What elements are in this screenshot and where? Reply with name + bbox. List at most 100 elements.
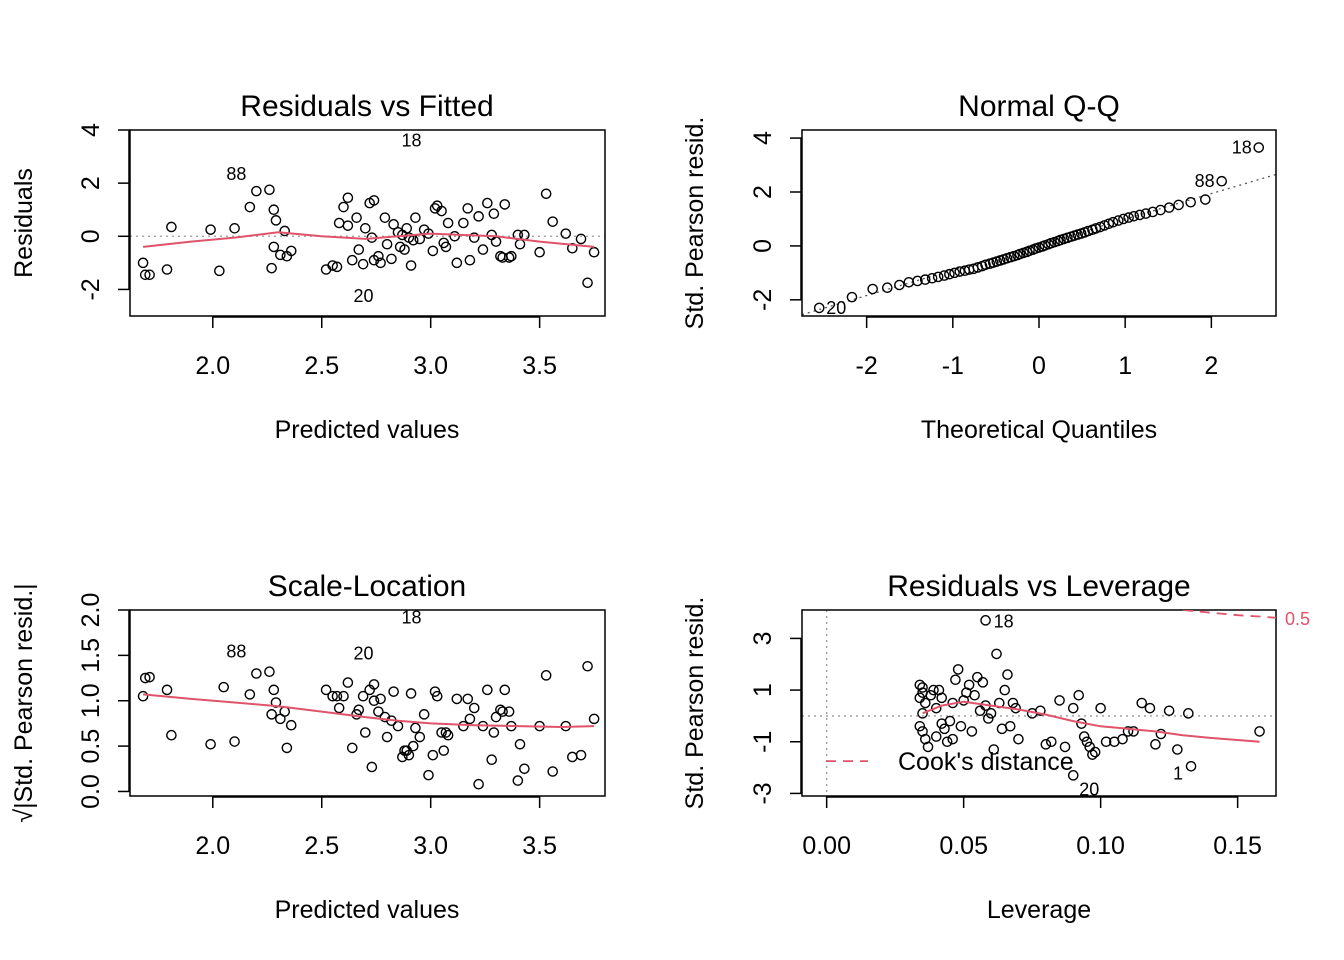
data-point <box>963 679 975 691</box>
data-point <box>410 722 421 734</box>
data-point <box>972 671 983 683</box>
data-point <box>930 702 942 714</box>
data-point <box>473 211 484 222</box>
data-point <box>922 741 934 753</box>
data-point <box>1163 705 1175 717</box>
data-point <box>464 254 476 266</box>
data-points <box>137 660 600 790</box>
data-point <box>397 751 408 763</box>
data-point <box>1140 208 1152 219</box>
x-tick-label: 2.0 <box>195 832 230 860</box>
outlier-label: 88 <box>226 642 246 662</box>
y-axis: 0.0 0.5 1.0 1.5 2.0 <box>77 593 130 809</box>
data-point <box>999 684 1011 696</box>
data-point <box>381 238 393 250</box>
data-point <box>144 671 155 683</box>
panel-residuals-vs-leverage: 0.00 0.05 0.10 0.15 -3 -1 1 3 Residuals vs Lever… <box>681 570 1310 924</box>
data-point <box>985 708 997 719</box>
data-point <box>1067 702 1079 714</box>
data-point <box>919 697 931 709</box>
data-point <box>388 219 399 230</box>
y-tick-label: 2 <box>77 176 105 190</box>
data-point <box>966 726 978 737</box>
data-point <box>464 713 476 725</box>
data-point <box>567 751 578 763</box>
data-point <box>139 672 151 684</box>
data-point <box>331 261 343 273</box>
x-axis-label: Theoretical Quantiles <box>921 416 1157 444</box>
data-point <box>360 223 371 234</box>
data-point <box>368 195 380 206</box>
data-point <box>514 238 526 250</box>
data-point <box>932 271 944 283</box>
data-point <box>488 727 500 738</box>
data-point <box>1155 728 1167 740</box>
data-point <box>919 274 931 285</box>
panel-residuals-vs-fitted: 2.0 2.5 3.0 3.5 -2 0 2 4 Residuals vs Fitted Pred… <box>10 90 606 444</box>
plot-frame <box>801 129 1277 317</box>
data-point <box>1081 736 1093 748</box>
data-point <box>449 230 460 242</box>
data-point <box>512 775 524 786</box>
data-point <box>914 720 926 732</box>
data-point <box>1253 142 1265 153</box>
data-point <box>1128 726 1139 737</box>
data-point <box>388 686 399 697</box>
data-point <box>414 731 426 743</box>
data-point <box>320 684 332 696</box>
data-point <box>534 246 545 258</box>
data-point <box>407 740 419 752</box>
data-point <box>1173 199 1184 211</box>
y-tick-label: 2.0 <box>77 593 105 628</box>
data-point <box>346 254 358 266</box>
data-point <box>912 275 923 287</box>
data-point <box>983 713 994 724</box>
outlier-labels: 18 20 1 <box>994 611 1183 799</box>
data-point <box>486 754 497 766</box>
data-point <box>1163 202 1175 213</box>
data-point <box>506 250 517 262</box>
data-point <box>482 197 493 209</box>
data-point <box>353 704 365 716</box>
data-point <box>462 203 474 214</box>
data-point <box>381 731 393 743</box>
y-tick-label: 4 <box>77 123 105 137</box>
x-tick-label: 3.5 <box>522 832 557 860</box>
data-point <box>917 682 928 693</box>
data-point <box>1007 697 1019 709</box>
data-point <box>1040 739 1052 750</box>
x-axis: 2.0 2.5 3.0 3.5 <box>195 316 557 380</box>
data-point <box>1089 746 1101 758</box>
y-tick-label: 0.5 <box>77 729 105 764</box>
data-point <box>1147 206 1159 218</box>
x-tick-label: 3.0 <box>413 832 448 860</box>
outlier-label: 20 <box>1079 779 1099 799</box>
x-tick-label: 2.0 <box>195 352 230 380</box>
data-point <box>969 689 980 701</box>
data-point <box>477 244 489 255</box>
data-point <box>503 706 515 717</box>
data-point <box>468 702 480 714</box>
data-point <box>251 668 262 679</box>
data-point <box>338 690 349 702</box>
y-axis: -3 -1 1 3 <box>749 631 802 805</box>
smooth-line <box>142 231 595 248</box>
x-tick-label: -1 <box>942 352 964 380</box>
data-point <box>166 729 177 741</box>
data-point <box>473 778 484 790</box>
data-point <box>161 684 173 696</box>
smooth-line <box>143 693 595 729</box>
data-point <box>346 742 358 754</box>
data-point <box>1144 702 1156 714</box>
plot-title: Scale-Location <box>268 570 466 603</box>
data-point <box>944 268 955 280</box>
data-point <box>431 690 443 702</box>
data-point <box>251 185 262 197</box>
data-point <box>440 241 452 253</box>
data-point <box>1107 216 1119 228</box>
data-point <box>867 283 878 295</box>
data-point <box>468 232 480 243</box>
data-point <box>1004 720 1016 732</box>
data-point <box>950 674 961 686</box>
data-point <box>333 217 345 229</box>
